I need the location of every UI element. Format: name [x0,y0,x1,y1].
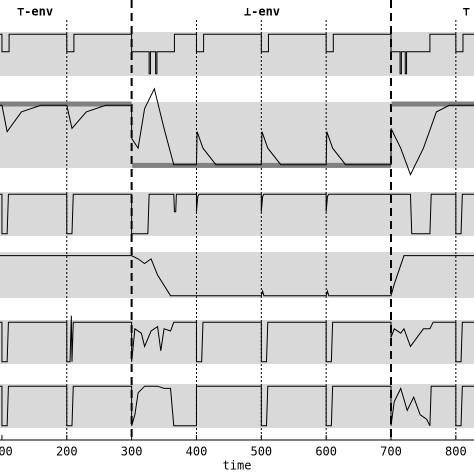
x-tick-label: 600 [315,445,337,459]
signal-line [0,33,474,75]
x-tick-label: 300 [121,445,143,459]
panel-band [0,320,474,364]
x-tick-label: 500 [250,445,272,459]
panel-band [0,384,474,428]
x-tick-label: 700 [380,445,402,459]
signal-line [0,101,474,168]
x-tick-label: 800 [445,445,467,459]
env-label: ⊤-env [17,5,53,19]
panel-band [0,32,474,76]
signal-line [0,315,474,363]
signal-line [0,193,474,235]
env-label: ⊥-env [244,5,280,19]
signal-line [0,255,474,297]
signal-line [0,385,474,427]
panel-band [0,192,474,236]
panel-band [0,252,474,298]
x-tick-label: 400 [186,445,208,459]
panel-band [0,102,474,168]
env-label: ⊤ [463,5,470,19]
signal-line [0,87,474,176]
x-tick-label: 200 [56,445,78,459]
x-axis-label: time [223,459,252,473]
x-tick-label: 100 [0,445,13,459]
